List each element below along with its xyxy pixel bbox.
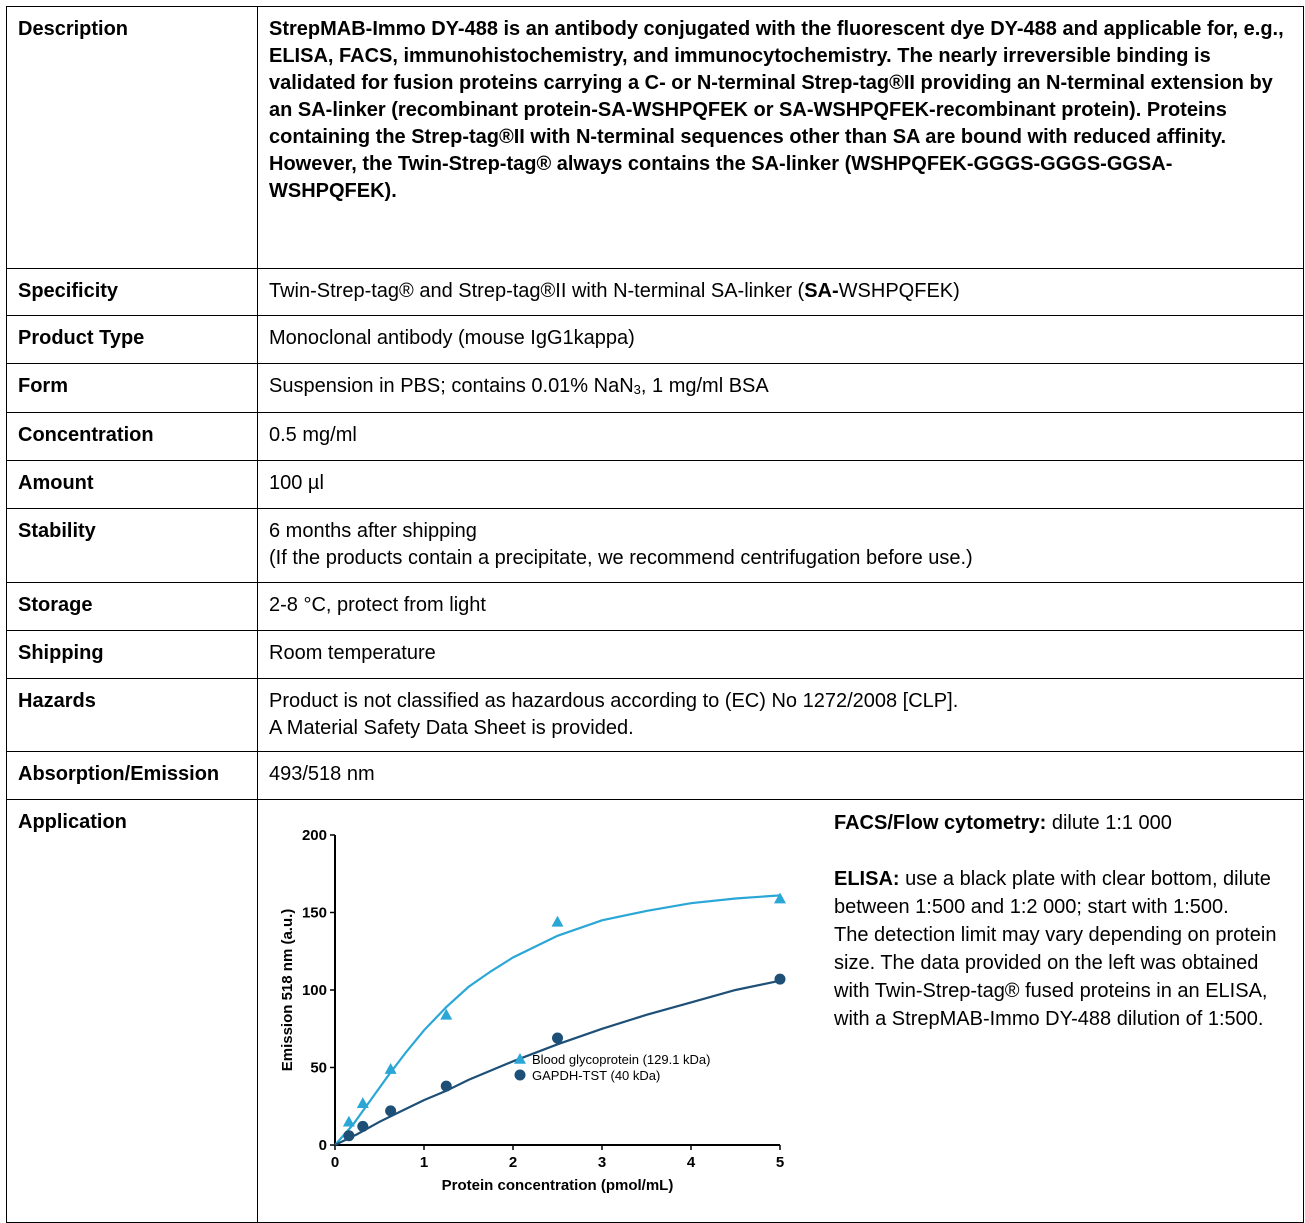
stability-line-2: (If the products contain a precipitate, …	[269, 547, 973, 569]
description-text: StrepMAB-Immo DY-488 is an antibody conj…	[257, 6, 1304, 269]
y-tick-label: 150	[302, 905, 327, 922]
application-notes: FACS/Flow cytometry: dilute 1:1 000 ELIS…	[834, 809, 1299, 1033]
data-point-1	[440, 1008, 453, 1020]
specificity-bold: SA-	[804, 280, 839, 302]
y-tick-label: 0	[319, 1137, 327, 1154]
table-row: Concentration 0.5 mg/ml	[6, 412, 1304, 461]
table-row: Storage 2-8 °C, protect from light	[6, 582, 1304, 631]
data-point-1	[551, 915, 564, 927]
x-tick-label: 2	[509, 1154, 517, 1171]
row-label: Absorption/Emission	[6, 751, 258, 800]
row-label: Application	[6, 799, 258, 1223]
data-point-2	[385, 1105, 397, 1117]
table-row: Amount 100 µl	[6, 460, 1304, 509]
data-point-2	[440, 1080, 452, 1092]
data-point-1	[342, 1115, 355, 1127]
facs-note: FACS/Flow cytometry: dilute 1:1 000	[834, 809, 1299, 837]
data-point-1	[774, 892, 786, 904]
form-subscript: 3	[633, 382, 641, 397]
concentration-value: 0.5 mg/ml	[257, 412, 1304, 461]
row-label: Form	[6, 363, 258, 413]
x-tick-label: 3	[598, 1154, 606, 1171]
application-cell: 0 1 2 3 4 5 0 50 100 150 200 Protein concentration …	[257, 799, 1304, 1223]
table-row: Shipping Room temperature	[6, 630, 1304, 679]
legend-marker-1	[514, 1053, 526, 1064]
row-label: Concentration	[6, 412, 258, 461]
fit-curve-2	[334, 979, 781, 1146]
table-row: Form Suspension in PBS; contains 0.01% N…	[6, 363, 1304, 413]
data-point-2	[343, 1130, 355, 1142]
elisa-note: ELISA: use a black plate with clear bott…	[834, 865, 1299, 921]
data-point-2	[552, 1032, 563, 1044]
fit-curve-1	[334, 894, 781, 1146]
row-label: Shipping	[6, 630, 258, 679]
data-point-2	[774, 973, 786, 985]
legend-label-1: Blood glycoprotein (129.1 kDa)	[532, 1052, 711, 1067]
table-row: Hazards Product is not classified as haz…	[6, 678, 1304, 752]
table-row: Application 0 1 2 3 4 5 0 50 100 150 200 Protein co…	[6, 799, 1304, 1223]
stability-line-1: 6 months after shipping	[269, 520, 477, 542]
row-label: Specificity	[6, 268, 258, 316]
x-tick-label: 4	[687, 1154, 696, 1171]
absorption-value: 493/518 nm	[257, 751, 1304, 800]
shipping-value: Room temperature	[257, 630, 1304, 679]
row-label: Amount	[6, 460, 258, 509]
form-text: Suspension in PBS; contains 0.01% NaN	[269, 375, 634, 397]
row-label: Description	[6, 6, 258, 269]
product-type-value: Monoclonal antibody (mouse IgG1kappa)	[257, 315, 1304, 364]
data-point-1	[356, 1097, 369, 1108]
product-spec-table: Description StrepMAB-Immo DY-488 is an a…	[6, 6, 1304, 1223]
x-axis-title: Protein concentration (pmol/mL)	[442, 1177, 674, 1194]
y-tick-label: 50	[310, 1060, 327, 1077]
data-point-1	[384, 1063, 397, 1074]
specificity-value: Twin-Strep-tag® and Strep-tag®II with N-…	[257, 268, 1304, 316]
facs-value: dilute 1:1 000	[1046, 812, 1172, 834]
table-row: Absorption/Emission 493/518 nm	[6, 751, 1304, 800]
y-tick-label: 200	[302, 827, 327, 844]
row-label: Product Type	[6, 315, 258, 364]
row-label: Stability	[6, 508, 258, 583]
table-row: Specificity Twin-Strep-tag® and Strep-ta…	[6, 268, 1304, 316]
x-tick-label: 1	[420, 1154, 428, 1171]
facs-label: FACS/Flow cytometry:	[834, 812, 1047, 834]
specificity-tail: WSHPQFEK)	[838, 280, 960, 302]
stability-value: 6 months after shipping (If the products …	[257, 508, 1304, 583]
table-row: Stability 6 months after shipping (If the…	[6, 508, 1304, 583]
amount-value: 100 µl	[257, 460, 1304, 509]
form-tail: , 1 mg/ml BSA	[640, 375, 769, 397]
x-tick-label: 5	[776, 1154, 784, 1171]
hazards-line-2: A Material Safety Data Sheet is provided…	[269, 717, 634, 739]
row-label: Storage	[6, 582, 258, 631]
table-row: Description StrepMAB-Immo DY-488 is an a…	[6, 6, 1304, 269]
x-tick-label: 0	[331, 1154, 339, 1171]
hazards-line-1: Product is not classified as hazardous a…	[269, 690, 959, 712]
form-value: Suspension in PBS; contains 0.01% NaN3, …	[257, 363, 1304, 413]
hazards-value: Product is not classified as hazardous a…	[257, 678, 1304, 752]
specificity-text: Twin-Strep-tag® and Strep-tag®II with N-…	[269, 280, 805, 302]
elisa-value: use a black plate with clear bottom, dil…	[834, 868, 1271, 918]
y-tick-label: 100	[302, 982, 327, 999]
application-content: 0 1 2 3 4 5 0 50 100 150 200 Protein concentration …	[258, 809, 1303, 1213]
legend-label-2: GAPDH-TST (40 kDa)	[532, 1068, 660, 1083]
detection-note: The detection limit may vary depending o…	[834, 924, 1277, 1030]
legend-marker-2	[514, 1069, 526, 1081]
y-axis-title: Emission 518 nm (a.u.)	[279, 909, 296, 1072]
row-label: Hazards	[6, 678, 258, 752]
data-point-2	[357, 1120, 369, 1132]
elisa-label: ELISA:	[834, 868, 900, 890]
storage-value: 2-8 °C, protect from light	[257, 582, 1304, 631]
table-row: Product Type Monoclonal antibody (mouse …	[6, 315, 1304, 364]
